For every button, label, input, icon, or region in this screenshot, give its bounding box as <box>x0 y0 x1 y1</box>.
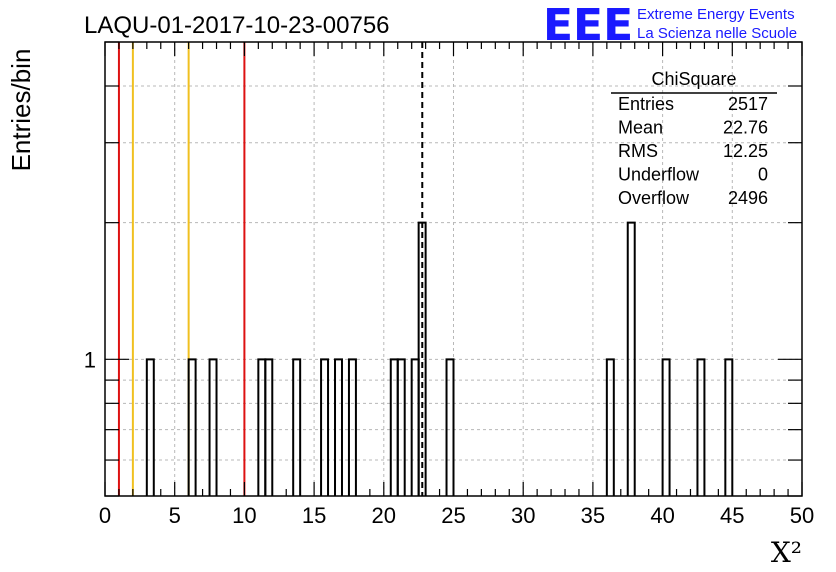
stats-label: RMS <box>618 141 658 161</box>
histogram-bar <box>208 358 218 496</box>
stats-value: 22.76 <box>723 118 768 138</box>
logo-line2: La Scienza nelle Scuole <box>637 25 797 42</box>
stats-value: 12.25 <box>723 141 768 161</box>
stats-value: 2496 <box>728 188 768 208</box>
stats-box: ChiSquare Entries 2517 Mean 22.76 RMS 12.25 Un… <box>611 69 777 208</box>
x-tick-label: 20 <box>372 503 396 528</box>
logo-line1: Extreme Energy Events <box>637 6 795 23</box>
histogram-bar <box>347 358 357 496</box>
x-tick-label: 5 <box>169 503 181 528</box>
histogram-bar <box>145 358 155 496</box>
histogram-bar <box>396 358 406 496</box>
chart-title: LAQU-01-2017-10-23-00756 <box>84 12 390 39</box>
stats-label: Overflow <box>618 188 690 208</box>
histogram-bar <box>445 358 455 496</box>
x-tick-label: 25 <box>441 503 465 528</box>
stats-value: 0 <box>758 165 768 185</box>
stats-label: Mean <box>618 118 663 138</box>
histogram-bar <box>626 221 636 496</box>
histogram-bar <box>334 358 343 496</box>
y-axis-ticks: 1 <box>84 41 802 497</box>
stats-label: Underflow <box>618 165 700 185</box>
x-tick-label: 15 <box>302 503 326 528</box>
histogram-bar <box>187 358 197 496</box>
histogram-bar <box>264 358 274 496</box>
histogram-bar <box>696 358 706 496</box>
stats-label: Entries <box>618 94 674 114</box>
stats-value: 2517 <box>728 94 768 114</box>
stats-title: ChiSquare <box>651 69 736 89</box>
histogram-bar <box>724 358 734 496</box>
eee-logo: EEE Extreme Energy Events La Scienza nel… <box>543 0 797 51</box>
reference-lines <box>117 42 246 496</box>
histogram-bar <box>605 358 615 496</box>
x-tick-label: 50 <box>790 503 814 528</box>
histogram-bar <box>320 358 330 496</box>
x-tick-label: 10 <box>232 503 256 528</box>
x-tick-label: 0 <box>99 503 111 528</box>
x-tick-label: 30 <box>511 503 535 528</box>
histogram-bar <box>661 358 671 496</box>
x-tick-label: 35 <box>581 503 605 528</box>
y-tick-label: 1 <box>84 347 96 372</box>
histogram-bar <box>292 358 302 496</box>
x-tick-label: 40 <box>650 503 674 528</box>
histogram-bars <box>145 221 734 496</box>
logo-mark: EEE <box>543 0 633 51</box>
x-axis-label: X² <box>771 536 802 569</box>
x-axis-ticks: 0 5 10 15 20 25 30 35 40 45 50 <box>99 42 814 528</box>
y-axis-label: Entries/bin <box>6 49 36 172</box>
x-tick-label: 45 <box>720 503 744 528</box>
